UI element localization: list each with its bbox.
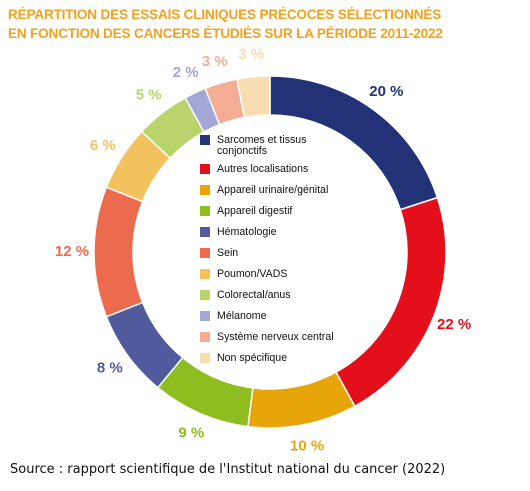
legend-swatch-4 bbox=[200, 227, 210, 237]
legend-label-10: Non spécifique bbox=[217, 352, 287, 364]
legend-swatch-5 bbox=[200, 248, 210, 258]
value-label-5: 12 % bbox=[55, 243, 89, 260]
slice-1 bbox=[334, 196, 447, 408]
value-label-3: 9 % bbox=[178, 425, 204, 442]
legend-label-0: Sarcomes et tissus bbox=[217, 134, 307, 146]
legend-swatch-3 bbox=[200, 206, 210, 216]
legend-label-9: Système nerveux central bbox=[217, 331, 334, 343]
legend-swatch-8 bbox=[200, 311, 210, 321]
legend-label-2: Appareil urinaire/génital bbox=[217, 184, 328, 196]
title-line-1: RÉPARTITION DES ESSAIS CLINIQUES PRÉCOCE… bbox=[8, 7, 442, 22]
legend-swatch-7 bbox=[200, 290, 210, 300]
value-label-2: 10 % bbox=[290, 437, 324, 454]
value-label-1: 22 % bbox=[437, 316, 471, 333]
slice-2 bbox=[247, 371, 356, 429]
value-label-9: 3 % bbox=[202, 53, 228, 70]
value-label-0: 20 % bbox=[369, 83, 403, 100]
slice-10 bbox=[236, 75, 271, 119]
legend-swatch-9 bbox=[200, 332, 210, 342]
legend-label-0: conjonctifs bbox=[217, 145, 267, 157]
legend-label-3: Appareil digestif bbox=[217, 205, 292, 217]
slice-5 bbox=[93, 186, 144, 318]
legend-label-1: Autres localisations bbox=[217, 163, 308, 175]
legend-swatch-6 bbox=[200, 269, 210, 279]
title-line-2: EN FONCTION DES CANCERS ÉTUDIÉS SUR LA P… bbox=[8, 26, 443, 41]
value-label-8: 2 % bbox=[173, 64, 199, 81]
legend-swatch-2 bbox=[200, 185, 210, 195]
legend-label-4: Hématologie bbox=[217, 226, 277, 238]
legend-swatch-10 bbox=[200, 353, 210, 363]
legend-label-6: Poumon/VADS bbox=[217, 268, 287, 280]
value-label-4: 8 % bbox=[97, 359, 123, 376]
legend-swatch-1 bbox=[200, 164, 210, 174]
value-label-7: 5 % bbox=[136, 87, 162, 104]
value-label-6: 6 % bbox=[90, 137, 116, 154]
legend-label-8: Mélanome bbox=[217, 310, 267, 322]
legend-swatch-0 bbox=[200, 135, 210, 145]
source-note: Source : rapport scientifique de l'Insti… bbox=[10, 462, 446, 477]
chart-title: RÉPARTITION DES ESSAIS CLINIQUES PRÉCOCE… bbox=[8, 5, 523, 43]
legend-label-7: Colorectal/anus bbox=[217, 289, 291, 301]
value-label-10: 3 % bbox=[238, 46, 264, 63]
legend-label-5: Sein bbox=[217, 247, 238, 259]
